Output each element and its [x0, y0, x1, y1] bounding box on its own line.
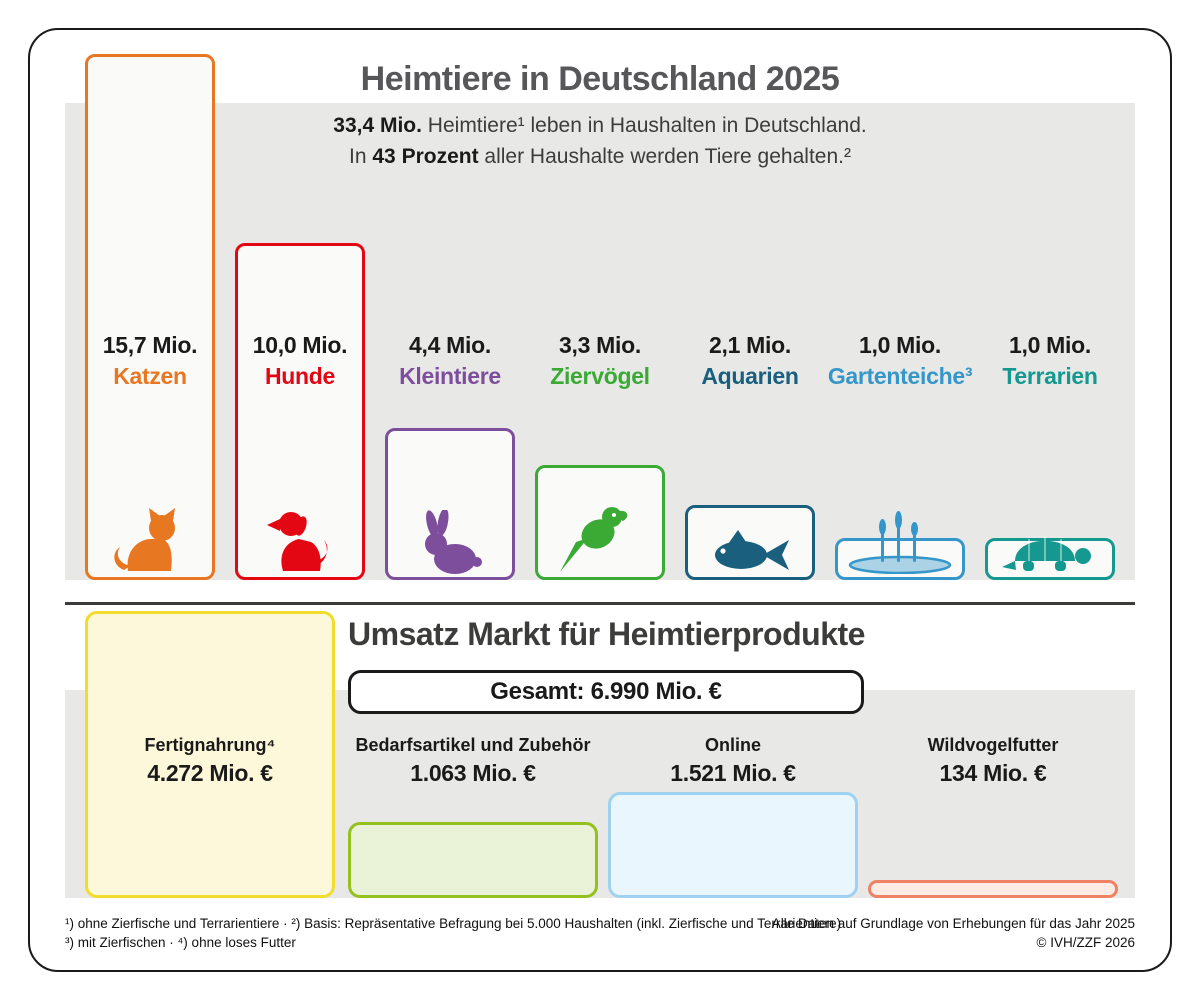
market-bar-online — [608, 791, 858, 898]
pet-count-label: 3,3 Mio. — [559, 332, 641, 358]
market-revenue-label: 1.063 Mio. € — [410, 760, 536, 786]
pets-subtitle-line-1: 33,4 Mio. Heimtiere¹ leben in Haushalten… — [0, 110, 1200, 141]
market-bar-wildvogelfutter — [868, 880, 1118, 898]
market-bar-bedarfsartikel — [348, 822, 598, 898]
market-column-bedarfsartikel: Bedarfsartikel und Zubehör 1.063 Mio. € — [348, 610, 598, 898]
pet-bar-aquarien — [685, 504, 815, 580]
source-line: Alle Daten auf Grundlage von Erhebungen … — [771, 916, 1135, 931]
market-segment-label: Online — [704, 735, 761, 755]
pet-bar-kleintiere — [385, 428, 515, 580]
pets-total-count: 33,4 Mio. — [333, 114, 422, 137]
market-label-wildvogelfutter: Wildvogelfutter 134 Mio. € — [868, 735, 1118, 787]
footnote-line-2: ³) mit Zierfischen · ⁴) ohne loses Futte… — [65, 935, 296, 950]
pet-column-kleintiere: 4,4 Mio. Kleintiere — [385, 0, 515, 580]
page-title: Heimtiere in Deutschland 2025 — [360, 60, 840, 98]
pet-count-label: 10,0 Mio. — [252, 332, 348, 358]
market-revenue-label: 134 Mio. € — [939, 760, 1047, 786]
pet-category-label: Gartenteiche³ — [827, 363, 973, 389]
pet-column-katzen: 15,7 Mio. Katzen — [85, 0, 215, 580]
market-bar-fertignahrung — [85, 610, 335, 898]
market-segment-label: Bedarfsartikel und Zubehör — [355, 735, 591, 755]
footnote-line-1: ¹) ohne Zierfische und Terrarientiere · … — [65, 916, 842, 931]
pet-label-terrarien: 1,0 Mio. Terrarien — [935, 332, 1165, 390]
market-label-online: Online 1.521 Mio. € — [608, 735, 858, 787]
market-segment-label: Wildvogelfutter — [927, 735, 1059, 755]
pets-subtitle-rest-2: aller Haushalte werden Tiere gehalten.² — [478, 145, 851, 168]
pet-category-label: Ziervögel — [550, 363, 650, 389]
market-revenue-label: 4.272 Mio. € — [147, 760, 273, 786]
footnotes: ¹) ohne Zierfische und Terrarientiere · … — [65, 914, 841, 952]
pet-category-label: Kleintiere — [399, 363, 501, 389]
pet-label-gartenteiche: 1,0 Mio. Gartenteiche³ — [785, 332, 1015, 390]
pet-category-label: Hunde — [264, 363, 336, 389]
pond-icon — [845, 510, 955, 575]
cat-icon — [110, 508, 190, 574]
pet-label-kleintiere: 4,4 Mio. Kleintiere — [335, 332, 565, 390]
pets-subtitle: 33,4 Mio. Heimtiere¹ leben in Haushalten… — [0, 110, 1200, 172]
copyright-line: © IVH/ZZF 2026 — [1036, 935, 1135, 950]
dog-icon — [261, 508, 339, 574]
parrot-icon — [558, 504, 642, 574]
pet-label-aquarien: 2,1 Mio. Aquarien — [635, 332, 865, 390]
pet-label-katzen: 15,7 Mio. Katzen — [35, 332, 265, 390]
market-segment-label: Fertignahrung⁴ — [144, 735, 276, 755]
pet-column-gartenteiche: 1,0 Mio. Gartenteiche³ — [828, 0, 972, 580]
pet-bar-katzen — [85, 54, 215, 580]
pet-bar-terrarien — [985, 536, 1115, 580]
pet-bar-gartenteiche — [835, 511, 965, 580]
pets-household-share: 43 Prozent — [372, 145, 479, 168]
market-column-online: Online 1.521 Mio. € — [608, 610, 858, 898]
pet-column-aquarien: 2,1 Mio. Aquarien — [685, 0, 815, 580]
pet-bar-hunde — [235, 243, 365, 580]
pet-category-label: Aquarien — [701, 363, 799, 389]
market-column-fertignahrung: Fertignahrung⁴ 4.272 Mio. € — [85, 610, 335, 898]
pet-label-ziervoegel: 3,3 Mio. Ziervögel — [485, 332, 715, 390]
pet-count-label: 1,0 Mio. — [1009, 332, 1091, 358]
market-column-wildvogelfutter: Wildvogelfutter 134 Mio. € — [868, 610, 1118, 898]
pet-count-label: 1,0 Mio. — [859, 332, 941, 358]
rabbit-icon — [410, 508, 490, 574]
market-title: Umsatz Markt für Heimtierprodukte — [348, 616, 865, 652]
pet-label-hunde: 10,0 Mio. Hunde — [185, 332, 415, 390]
section-divider — [65, 602, 1135, 605]
pets-subtitle-line-2: In 43 Prozent aller Haushalte werden Tie… — [0, 141, 1200, 172]
market-revenue-label: 1.521 Mio. € — [670, 760, 796, 786]
pet-bar-ziervoegel — [535, 464, 665, 580]
pet-count-label: 4,4 Mio. — [409, 332, 491, 358]
turtle-icon — [995, 522, 1105, 574]
pet-category-label: Katzen — [113, 363, 187, 389]
pet-count-label: 15,7 Mio. — [102, 332, 198, 358]
market-total-badge: Gesamt: 6.990 Mio. € — [348, 670, 864, 714]
market-label-bedarfsartikel: Bedarfsartikel und Zubehör 1.063 Mio. € — [348, 735, 598, 787]
source-note: Alle Daten auf Grundlage von Erhebungen … — [772, 914, 1135, 952]
pets-subtitle-pre-2: In — [349, 145, 373, 168]
pet-column-terrarien: 1,0 Mio. Terrarien — [985, 0, 1115, 580]
fish-icon — [705, 528, 795, 574]
pet-column-ziervoegel: 3,3 Mio. Ziervögel — [535, 0, 665, 580]
pet-column-hunde: 10,0 Mio. Hunde — [235, 0, 365, 580]
market-label-fertignahrung: Fertignahrung⁴ 4.272 Mio. € — [85, 735, 335, 787]
pets-subtitle-rest-1: Heimtiere¹ leben in Haushalten in Deutsc… — [421, 114, 867, 137]
pet-count-label: 2,1 Mio. — [709, 332, 791, 358]
pet-category-label: Terrarien — [1002, 363, 1098, 389]
